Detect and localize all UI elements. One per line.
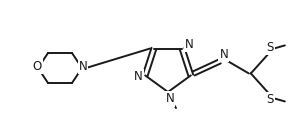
Text: N: N: [220, 48, 228, 61]
Text: N: N: [185, 38, 194, 51]
Text: N: N: [134, 70, 143, 83]
Text: S: S: [266, 41, 274, 54]
Text: N: N: [165, 93, 174, 106]
Text: O: O: [32, 60, 42, 73]
Text: S: S: [266, 93, 274, 106]
Text: N: N: [79, 60, 87, 73]
